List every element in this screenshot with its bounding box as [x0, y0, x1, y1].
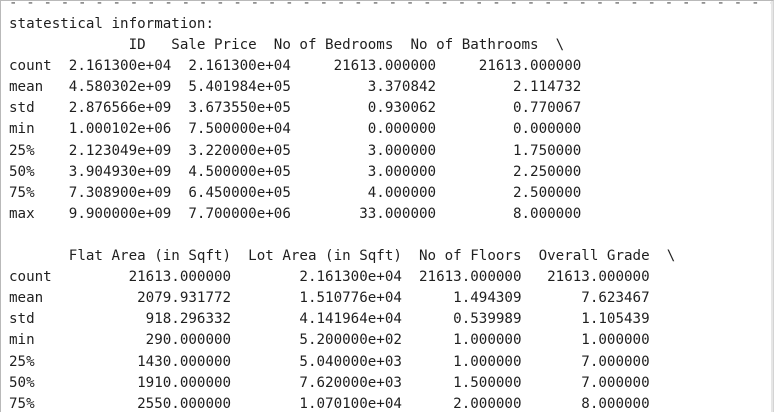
panel-edge	[771, 1, 773, 412]
blank-line	[9, 225, 675, 246]
output-title: statestical information:	[9, 16, 214, 32]
table1-row: 25% 2.123049e+09 3.220000e+05 3.000000 1…	[9, 142, 582, 159]
table2-row: mean 2079.931772 1.510776e+04 1.494309 7…	[9, 290, 650, 307]
console-output: statestical information: ID Sale Price N…	[9, 14, 675, 412]
table2-row: 75% 2550.000000 1.070100e+04 2.000000 8.…	[9, 395, 650, 412]
table1-row: mean 4.580302e+09 5.401984e+05 3.370842 …	[9, 79, 582, 96]
table2-row: 50% 1910.000000 7.620000e+03 1.500000 7.…	[9, 374, 650, 391]
table1-row: max 9.900000e+09 7.700000e+06 33.000000 …	[9, 205, 582, 222]
table1-row: 75% 7.308900e+09 6.450000e+05 4.000000 2…	[9, 184, 582, 201]
table1-row: 50% 3.904930e+09 4.500000e+05 3.000000 2…	[9, 163, 582, 180]
dashed-separator: - - - - - - - - - - - - - - - - - - - - …	[9, 0, 773, 11]
table2-row: min 290.000000 5.200000e+02 1.000000 1.0…	[9, 332, 650, 349]
table1-header: ID Sale Price No of Bedrooms No of Bathr…	[9, 37, 565, 54]
table1-row: std 2.876566e+09 3.673550e+05 0.930062 0…	[9, 100, 582, 117]
table2-header: Flat Area (in Sqft) Lot Area (in Sqft) N…	[9, 248, 676, 265]
table2-row: count 21613.000000 2.161300e+04 21613.00…	[9, 269, 650, 286]
table2-row: 25% 1430.000000 5.040000e+03 1.000000 7.…	[9, 353, 650, 370]
table1-row: min 1.000102e+06 7.500000e+04 0.000000 0…	[9, 121, 582, 138]
table1-row: count 2.161300e+04 2.161300e+04 21613.00…	[9, 58, 582, 75]
table2-row: std 918.296332 4.141964e+04 0.539989 1.1…	[9, 311, 650, 328]
